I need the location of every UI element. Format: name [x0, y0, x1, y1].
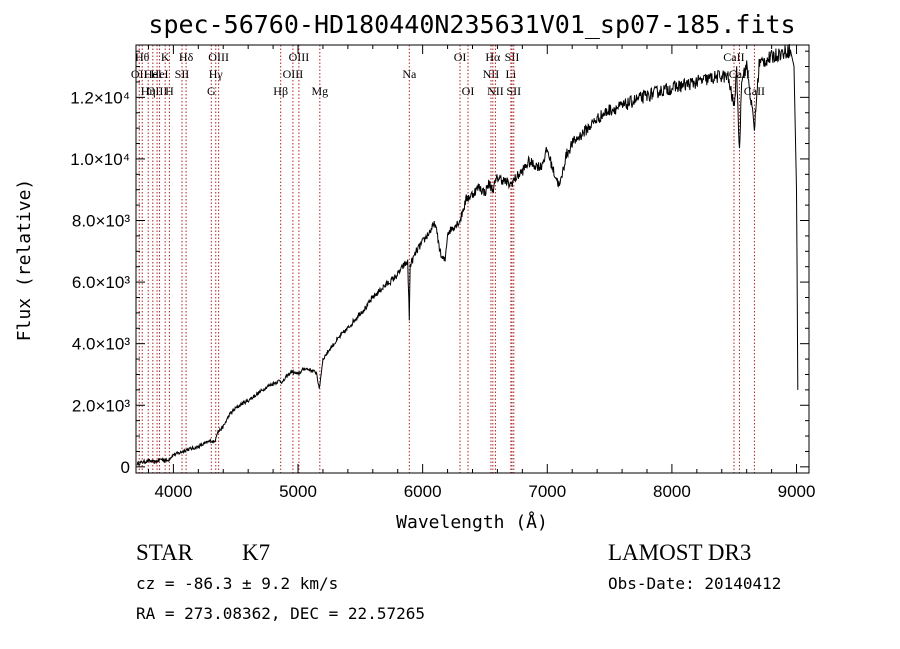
- plot-frame: [135, 44, 810, 474]
- line-marker-label-2: Hη: [141, 84, 156, 98]
- line-marker-label-23: Li: [506, 67, 517, 81]
- y-axis-label: Flux (relative): [14, 179, 35, 342]
- spectrum-line-group: [136, 43, 799, 466]
- spectrum-line: [136, 43, 799, 466]
- line-marker-label-28: CaII: [744, 84, 765, 98]
- line-marker-label-9: Hδ: [179, 50, 194, 64]
- line-marker-label-1: Hθ: [135, 50, 150, 64]
- y-tick-label-6: 1.2×10⁴: [70, 88, 130, 107]
- line-marker-label-25: SII: [506, 84, 521, 98]
- x-tick-label-1: 5000: [279, 482, 317, 501]
- y-tick-label-2: 4.0×10³: [72, 335, 130, 354]
- line-marker-label-12: OIII: [208, 50, 229, 64]
- survey-name: LAMOST DR3: [608, 540, 751, 565]
- line-marker-label-11: Hγ: [209, 67, 224, 81]
- line-marker-label-22: NII: [487, 84, 504, 98]
- line-marker-label-10: G: [207, 84, 216, 98]
- object-class: STAR: [136, 540, 194, 565]
- y-axis-ticks: 0 2.0×10³ 4.0×10³ 6.0×10³ 8.0×10³ 1.0×10⁴ 1.2×…: [70, 50, 809, 477]
- line-marker-label-26: CaII: [723, 50, 744, 64]
- x-axis-ticks: 4000 5000 6000 7000 8000 9000: [147, 45, 816, 501]
- line-marker-label-17: Na: [402, 67, 417, 81]
- line-marker-label-15: OIII: [289, 50, 310, 64]
- x-tick-label-3: 7000: [528, 482, 566, 501]
- line-marker-label-5: HeI: [151, 67, 169, 81]
- x-tick-label-4: 8000: [653, 482, 691, 501]
- y-tick-label-0: 0: [121, 458, 130, 477]
- x-tick-label-5: 9000: [778, 482, 816, 501]
- x-axis-label: Wavelength (Å): [396, 511, 548, 533]
- line-marker-label-6: K: [161, 50, 170, 64]
- line-marker-label-20: NII: [483, 67, 500, 81]
- observation-date: Obs-Date: 20140412: [608, 574, 781, 593]
- line-marker-label-18: OI: [454, 50, 467, 64]
- y-tick-label-5: 1.0×10⁴: [70, 150, 130, 169]
- line-marker-label-0: OII: [131, 67, 148, 81]
- line-marker-label-7: H: [165, 84, 174, 98]
- y-tick-label-1: 2.0×10³: [72, 396, 130, 415]
- ra-dec-coordinates: RA = 273.08362, DEC = 22.57265: [136, 604, 425, 623]
- line-marker-label-13: Hβ: [273, 84, 288, 98]
- x-tick-label-0: 4000: [154, 482, 192, 501]
- chart-title: spec-56760-HD180440N235631V01_sp07-185.f…: [148, 10, 795, 39]
- line-marker-label-14: OIII: [283, 67, 304, 81]
- line-marker-label-19: OI: [462, 84, 475, 98]
- y-tick-label-3: 6.0×10³: [72, 273, 130, 292]
- redshift-cz: cz = -86.3 ± 9.2 km/s: [136, 574, 338, 593]
- line-marker-label-4: OIII: [147, 84, 168, 98]
- object-subclass: K7: [242, 540, 270, 565]
- line-marker-label-24: SII: [505, 50, 520, 64]
- line-marker-label-8: SII: [175, 67, 190, 81]
- y-tick-label-4: 8.0×10³: [72, 212, 130, 231]
- line-marker-label-21: Hα: [485, 50, 501, 64]
- line-markers: OIIHθHηHeIOIIIHeIKHSIIHδGHγOIIIHβOIIIOII…: [131, 45, 765, 473]
- x-tick-label-2: 6000: [404, 482, 442, 501]
- line-marker-label-16: Mg: [311, 84, 328, 98]
